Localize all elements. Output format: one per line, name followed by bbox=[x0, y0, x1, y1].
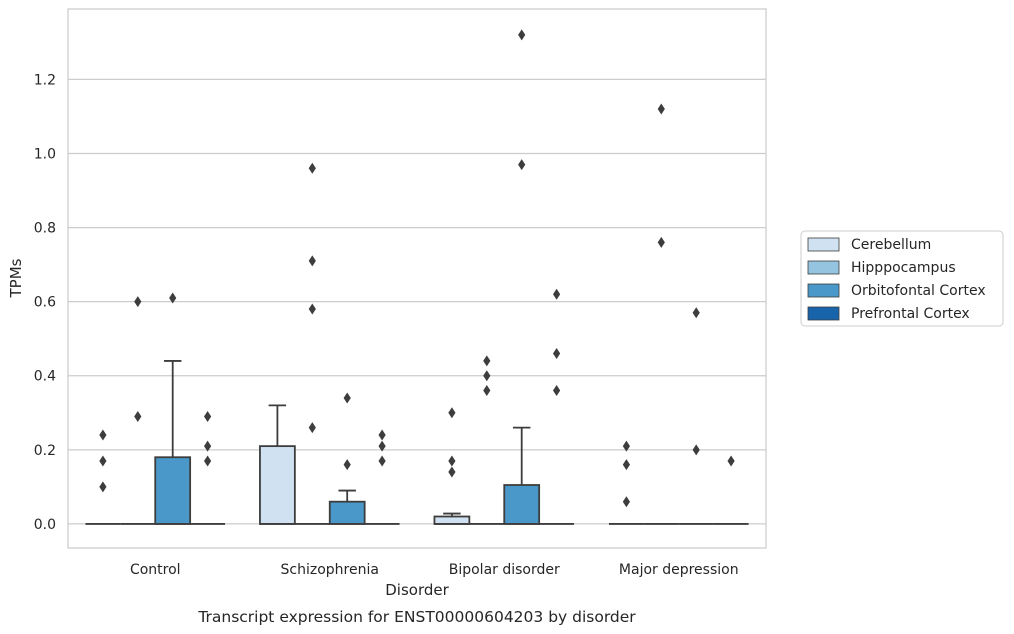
outlier-point bbox=[204, 455, 212, 467]
plot-area-frame bbox=[67, 8, 767, 549]
outlier-point bbox=[204, 440, 212, 452]
outlier-point bbox=[308, 255, 316, 267]
box-group bbox=[503, 29, 541, 525]
x-tick-label: Major depression bbox=[619, 562, 739, 578]
outlier-point bbox=[343, 459, 351, 471]
legend-swatch bbox=[807, 283, 840, 298]
outlier-point bbox=[448, 407, 456, 419]
outlier-point bbox=[308, 162, 316, 174]
box-group bbox=[608, 440, 644, 525]
x-tick-label: Control bbox=[130, 562, 181, 578]
y-tick-label: 0.8 bbox=[34, 221, 56, 237]
box-group bbox=[539, 288, 575, 525]
box-group bbox=[120, 296, 156, 525]
legend: Cerebellum Hipppocampus Orbitofontal Corte… bbox=[800, 230, 1004, 327]
y-tick-label: 0.0 bbox=[34, 517, 56, 533]
outlier-point bbox=[448, 455, 456, 467]
x-axis-ticks: Control Schizophrenia Bipolar disorder Majo… bbox=[130, 562, 739, 578]
box-group bbox=[713, 455, 749, 525]
outlier-point bbox=[308, 303, 316, 315]
outlier-point bbox=[692, 307, 700, 319]
box-body bbox=[433, 515, 471, 525]
outlier-point bbox=[692, 444, 700, 456]
plot-marks bbox=[85, 29, 749, 525]
outlier-point bbox=[622, 496, 630, 508]
outlier-point bbox=[622, 440, 630, 452]
box-group bbox=[328, 392, 366, 525]
x-tick-label: Schizophrenia bbox=[281, 562, 379, 578]
outlier-point bbox=[553, 288, 561, 300]
outlier-point bbox=[378, 440, 386, 452]
outlier-point bbox=[483, 370, 491, 382]
y-axis-label: TPMs bbox=[7, 258, 25, 298]
box-group bbox=[364, 429, 400, 525]
legend-swatch bbox=[807, 260, 840, 275]
y-tick-label: 0.2 bbox=[34, 443, 56, 459]
outlier-point bbox=[448, 466, 456, 478]
outlier-point bbox=[169, 292, 177, 304]
legend-entry: Hipppocampus bbox=[851, 260, 956, 276]
outlier-point bbox=[657, 103, 665, 115]
outlier-point bbox=[378, 455, 386, 467]
outlier-point bbox=[378, 429, 386, 441]
box-group bbox=[85, 429, 121, 525]
legend-entry: Orbitofontal Cortex bbox=[851, 283, 986, 299]
box-group bbox=[259, 404, 296, 525]
outlier-point bbox=[134, 296, 142, 308]
outlier-point bbox=[483, 355, 491, 367]
box-group bbox=[469, 355, 505, 525]
box-group bbox=[678, 307, 714, 525]
box-group bbox=[190, 410, 226, 525]
box-group bbox=[643, 103, 679, 525]
outlier-point bbox=[99, 429, 107, 441]
x-tick-label: Bipolar disorder bbox=[449, 562, 560, 578]
y-tick-label: 1.0 bbox=[34, 146, 56, 162]
legend-swatch bbox=[807, 306, 840, 321]
legend-entry: Prefrontal Cortex bbox=[851, 306, 970, 322]
outlier-point bbox=[308, 422, 316, 434]
y-tick-label: 0.4 bbox=[34, 369, 56, 385]
outlier-point bbox=[99, 481, 107, 493]
box-body bbox=[259, 445, 296, 525]
outlier-point bbox=[518, 29, 526, 41]
outlier-point bbox=[518, 159, 526, 171]
figure-caption: Transcript expression for ENST0000060420… bbox=[197, 608, 636, 626]
box-body bbox=[503, 484, 541, 525]
outlier-point bbox=[99, 455, 107, 467]
legend-entry: Cerebellum bbox=[851, 237, 931, 253]
outlier-point bbox=[553, 348, 561, 360]
box-group bbox=[433, 407, 471, 525]
outlier-point bbox=[134, 410, 142, 422]
outlier-point bbox=[657, 236, 665, 248]
outlier-point bbox=[483, 385, 491, 397]
y-axis-ticks: 0.0 0.2 0.4 0.6 0.8 1.0 1.2 bbox=[34, 72, 56, 533]
outlier-point bbox=[622, 459, 630, 471]
x-axis-label: Disorder bbox=[385, 581, 449, 599]
box-group bbox=[154, 292, 192, 525]
legend-frame bbox=[800, 230, 1004, 327]
outlier-point bbox=[204, 410, 212, 422]
outlier-point bbox=[727, 455, 735, 467]
y-tick-label: 1.2 bbox=[34, 72, 56, 88]
outlier-point bbox=[553, 385, 561, 397]
box-body bbox=[154, 456, 192, 525]
outlier-point bbox=[343, 392, 351, 404]
y-tick-label: 0.6 bbox=[34, 295, 56, 311]
legend-swatch bbox=[807, 237, 840, 252]
box-group bbox=[294, 162, 330, 525]
box-body bbox=[328, 500, 366, 525]
